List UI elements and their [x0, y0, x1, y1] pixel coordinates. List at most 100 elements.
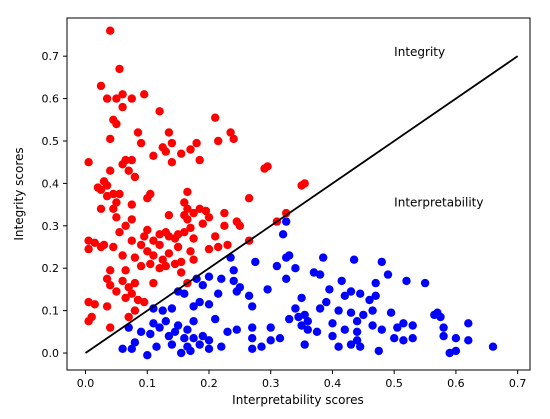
- scatter-point-series-1: [451, 346, 461, 356]
- scatter-point-series-1: [263, 285, 272, 294]
- annotation-integrity: Integrity: [394, 45, 445, 59]
- scatter-point-series-1: [356, 342, 365, 351]
- scatter-point-series-0: [124, 166, 133, 175]
- scatter-point-series-0: [198, 219, 207, 228]
- scatter-point-series-0: [106, 26, 115, 35]
- scatter-point-series-1: [291, 264, 300, 273]
- x-tick-label: 0.0: [77, 377, 95, 390]
- scatter-point-series-1: [340, 291, 349, 300]
- scatter-point-series-0: [112, 198, 121, 207]
- scatter-point-series-0: [136, 240, 146, 250]
- scatter-point-series-1: [275, 334, 285, 343]
- scatter-point-series-1: [189, 302, 198, 311]
- scatter-point-series-1: [393, 323, 402, 332]
- scatter-point-series-1: [399, 319, 408, 328]
- scatter-point-series-1: [319, 253, 328, 262]
- scatter-point-series-0: [183, 187, 192, 197]
- scatter-point-series-1: [217, 274, 226, 283]
- scatter-point-series-1: [248, 302, 257, 311]
- scatter-point-series-0: [186, 145, 195, 154]
- scatter-point-series-1: [173, 321, 183, 330]
- scatter-point-series-1: [248, 323, 257, 332]
- scatter-point-series-0: [124, 312, 133, 322]
- y-axis-label: Integrity scores: [12, 147, 26, 240]
- y-tick-label: 0.3: [42, 220, 60, 233]
- scatter-point-series-0: [96, 204, 106, 213]
- scatter-point-series-1: [402, 276, 411, 286]
- scatter-point-series-1: [170, 327, 180, 336]
- scatter-point-series-0: [155, 230, 164, 239]
- scatter-point-series-0: [124, 283, 133, 292]
- y-tick-label: 0.5: [42, 135, 60, 148]
- scatter-point-series-1: [291, 304, 300, 313]
- scatter-point-series-0: [143, 194, 152, 203]
- x-tick-label: 0.2: [200, 377, 218, 390]
- annotation-interpretability: Interpretability: [394, 196, 483, 210]
- scatter-point-series-0: [220, 221, 229, 230]
- scatter-point-series-1: [408, 334, 417, 343]
- plot-frame: [66, 17, 531, 371]
- scatter-point-series-0: [118, 102, 127, 112]
- scatter-point-series-0: [90, 238, 100, 247]
- scatter-point-series-1: [229, 266, 238, 275]
- scatter-point-series-1: [149, 304, 158, 313]
- scatter-point-series-1: [334, 342, 343, 351]
- y-tick-label: 0.2: [42, 262, 60, 275]
- scatter-point-series-1: [377, 257, 386, 267]
- scatter-point-series-1: [300, 340, 309, 349]
- scatter-point-series-0: [173, 242, 183, 252]
- scatter-point-series-0: [130, 278, 140, 288]
- scatter-point-series-0: [112, 287, 121, 296]
- scatter-point-series-0: [161, 147, 170, 156]
- scatter-point-series-1: [365, 295, 374, 305]
- scatter-point-series-1: [328, 331, 337, 341]
- scatter-point-series-1: [167, 340, 177, 349]
- scatter-point-series-0: [84, 317, 93, 326]
- scatter-point-series-0: [106, 323, 115, 332]
- x-tick-label: 0.5: [385, 377, 403, 390]
- scatter-point-series-0: [177, 149, 186, 158]
- scatter-point-series-1: [371, 278, 380, 288]
- scatter-point-series-1: [285, 314, 294, 324]
- scatter-point-series-0: [164, 128, 174, 137]
- scatter-point-series-0: [112, 119, 121, 129]
- x-tick-label: 0.7: [509, 377, 527, 390]
- scatter-point-series-0: [201, 206, 211, 216]
- x-tick-label: 0.3: [262, 377, 280, 390]
- scatter-point-series-0: [226, 128, 235, 137]
- scatter-point-series-1: [177, 348, 186, 358]
- scatter-point-series-1: [266, 323, 275, 332]
- scatter-point-series-1: [198, 281, 207, 290]
- scatter-point-series-0: [189, 234, 198, 243]
- scatter-point-series-1: [167, 304, 177, 313]
- scatter-point-series-1: [464, 336, 473, 345]
- scatter-point-series-0: [149, 236, 158, 245]
- scatter-point-series-0: [102, 191, 112, 201]
- scatter-point-series-0: [106, 166, 115, 175]
- scatter-point-series-0: [130, 172, 140, 182]
- scatter-point-series-1: [198, 331, 207, 341]
- scatter-point-series-0: [102, 94, 112, 103]
- scatter-point-series-1: [464, 319, 473, 328]
- scatter-point-series-1: [204, 300, 214, 309]
- scatter-point-series-1: [272, 261, 282, 271]
- scatter-point-series-1: [334, 306, 343, 315]
- scatter-point-series-1: [189, 334, 198, 343]
- scatter-point-series-1: [195, 340, 204, 349]
- scatter-point-series-1: [399, 336, 408, 345]
- scatter-point-series-1: [244, 291, 254, 300]
- scatter-point-series-0: [297, 181, 306, 190]
- scatter-point-series-0: [127, 215, 136, 224]
- scatter-point-series-1: [180, 334, 189, 343]
- scatter-point-series-1: [282, 274, 291, 283]
- scatter-point-series-1: [217, 342, 226, 351]
- scatter-point-series-0: [121, 221, 130, 230]
- scatter-point-series-1: [328, 319, 337, 328]
- scatter-point-series-1: [315, 304, 325, 313]
- scatter-point-series-1: [257, 342, 266, 351]
- scatter-point-series-1: [146, 329, 155, 339]
- y-tick-label: 0.4: [42, 177, 60, 190]
- x-tick-label: 0.1: [139, 377, 157, 390]
- scatter-point-series-1: [195, 297, 204, 307]
